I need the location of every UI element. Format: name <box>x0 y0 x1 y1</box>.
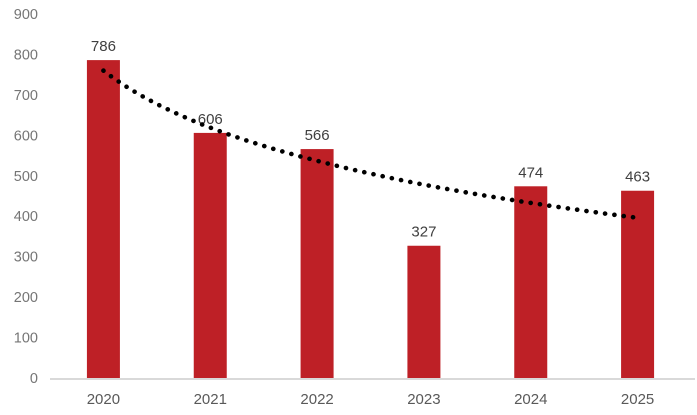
y-axis-tick-label: 700 <box>14 88 38 104</box>
bar-2025 <box>621 190 655 378</box>
y-axis-tick-label: 800 <box>14 47 38 63</box>
bar-2022 <box>300 149 334 378</box>
x-axis-category-label: 2022 <box>300 391 333 408</box>
bar-value-label: 786 <box>91 38 116 55</box>
y-axis-tick-label: 400 <box>14 209 38 225</box>
x-axis-category-label: 2025 <box>621 391 654 408</box>
bar-2021 <box>193 132 227 378</box>
bar-2023 <box>407 245 441 378</box>
bar-2024 <box>514 186 548 378</box>
x-axis-category-label: 2024 <box>514 391 547 408</box>
y-axis-tick-label: 900 <box>14 7 38 23</box>
y-axis-tick-label: 500 <box>14 169 38 185</box>
bar-value-label: 327 <box>411 224 436 241</box>
x-axis-category-label: 2021 <box>194 391 227 408</box>
bar-value-label: 474 <box>518 164 543 181</box>
bar-value-label: 463 <box>625 169 650 186</box>
x-axis-category-label: 2023 <box>407 391 440 408</box>
y-axis-tick-label: 600 <box>14 128 38 144</box>
x-axis-category-label: 2020 <box>87 391 120 408</box>
y-axis-tick-label: 100 <box>14 331 38 347</box>
trendline <box>101 68 640 221</box>
y-axis-tick-label: 200 <box>14 290 38 306</box>
y-axis-tick-label: 0 <box>30 371 38 387</box>
y-axis-tick-label: 300 <box>14 250 38 266</box>
bar-value-label: 566 <box>305 127 330 144</box>
bar-2020 <box>86 60 120 379</box>
